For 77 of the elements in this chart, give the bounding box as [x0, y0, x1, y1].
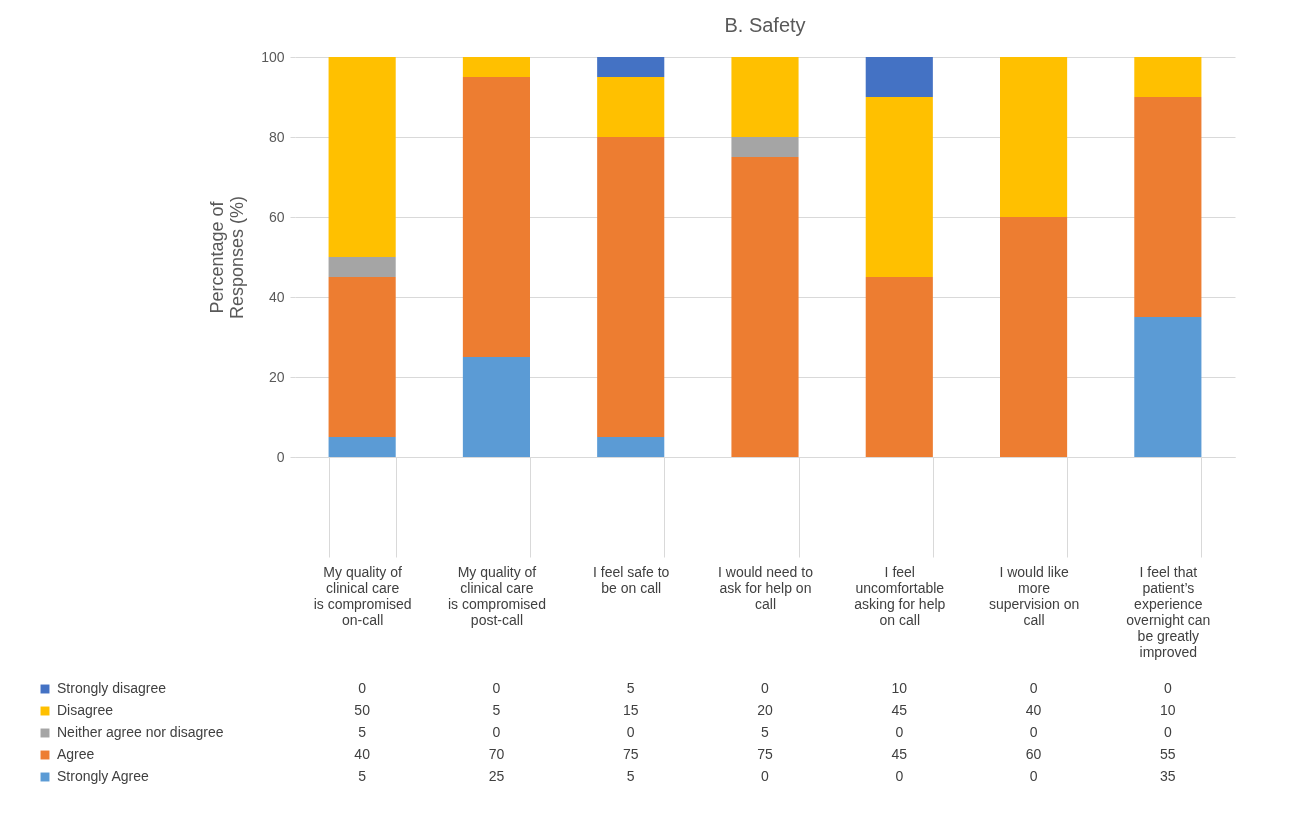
x-tick-label: My quality of clinical care is compromised post-call — [447, 563, 546, 628]
y-tick-label: 40 — [268, 288, 285, 305]
data-label: 5 — [358, 768, 367, 784]
data-label: 5 — [358, 724, 367, 740]
bar — [1000, 57, 1068, 217]
data-label: 20 — [757, 702, 773, 718]
data-label: 5 — [626, 768, 635, 784]
data-label: 0 — [626, 724, 635, 740]
data-label: 25 — [488, 768, 505, 784]
data-label: 40 — [1025, 702, 1042, 718]
data-label: 0 — [761, 768, 770, 784]
x-tick-label: I feel uncomfortable asking for help on call — [854, 563, 946, 628]
bar — [1000, 217, 1068, 457]
data-label: 40 — [354, 746, 371, 762]
bar — [865, 277, 933, 457]
bar — [1134, 317, 1202, 457]
data-label: 75 — [622, 746, 639, 762]
legend-label: Neither agree nor disagree — [57, 724, 224, 740]
data-label: 5 — [626, 680, 635, 696]
data-label: 0 — [1029, 680, 1038, 696]
x-tick-label: My quality of clinical care is compromised on-call — [313, 563, 412, 628]
x-tick-label: I feel that patient’s experience overnight can be greatly improved — [1126, 563, 1211, 660]
x-tick-label: I would need to ask for help on call — [718, 563, 814, 612]
bar — [865, 97, 933, 277]
legend-label: Strongly disagree — [57, 680, 167, 696]
data-label: 0 — [492, 724, 501, 740]
y-tick-label: 60 — [268, 208, 285, 225]
data-label: 0 — [358, 680, 367, 696]
data-label: 70 — [488, 746, 505, 762]
chart-title: B. Safety — [724, 14, 806, 36]
data-label: 5 — [492, 702, 501, 718]
y-tick-label: 0 — [276, 448, 285, 465]
bar — [328, 57, 396, 257]
bar — [731, 137, 799, 157]
data-label: 10 — [891, 680, 908, 696]
bar — [328, 437, 396, 457]
data-label: 0 — [1029, 768, 1038, 784]
data-label: 0 — [761, 680, 770, 696]
data-label: 5 — [761, 724, 770, 740]
x-tick-label: I feel safe to be on call — [593, 563, 670, 596]
y-tick-label: 80 — [268, 128, 285, 145]
bar — [462, 357, 530, 457]
bar — [597, 137, 665, 437]
data-label: 15 — [622, 702, 639, 718]
data-label: 50 — [354, 702, 371, 718]
y-tick-label: 100 — [261, 48, 285, 65]
legend-label: Disagree — [57, 702, 114, 718]
legend-label: Strongly Agree — [57, 768, 150, 784]
bar — [731, 157, 799, 457]
bar — [462, 77, 530, 357]
bar — [597, 77, 665, 137]
legend-label: Agree — [57, 746, 95, 762]
bar — [731, 57, 799, 137]
data-label: 0 — [895, 724, 904, 740]
bar — [1134, 97, 1202, 317]
data-label: 45 — [891, 746, 908, 762]
bar — [328, 257, 396, 277]
data-label: 0 — [1029, 724, 1038, 740]
y-tick-label: 20 — [268, 368, 285, 385]
data-label: 55 — [1160, 746, 1176, 762]
data-label: 0 — [1163, 724, 1172, 740]
bar — [865, 57, 933, 97]
data-label: 0 — [895, 768, 904, 784]
data-label: 0 — [1163, 680, 1172, 696]
y-axis-title: Percentage of Responses (%) — [207, 195, 248, 320]
data-label: 10 — [1160, 702, 1176, 718]
data-label: 60 — [1025, 746, 1042, 762]
bar — [597, 57, 665, 77]
data-label: 45 — [891, 702, 908, 718]
bar — [328, 277, 396, 437]
bar — [1134, 57, 1202, 97]
data-label: 0 — [492, 680, 501, 696]
x-tick-label: I would like more supervision on call — [988, 563, 1080, 628]
data-label: 75 — [757, 746, 773, 762]
bar — [597, 437, 665, 457]
bar — [462, 57, 530, 77]
data-label: 35 — [1160, 768, 1176, 784]
